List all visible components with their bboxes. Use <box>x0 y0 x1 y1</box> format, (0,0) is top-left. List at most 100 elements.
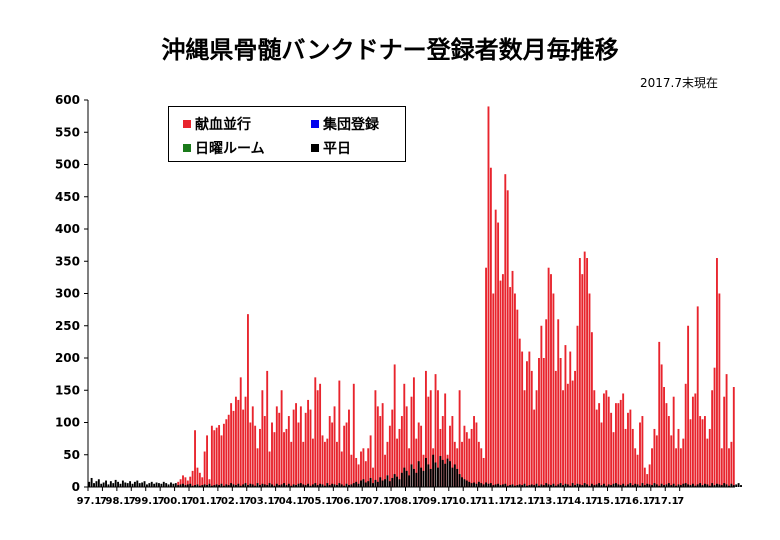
legend-swatch-nichiyo <box>183 144 191 152</box>
bar-heijitsu <box>186 484 189 487</box>
x-tick-label: 14.1 <box>567 496 592 507</box>
bar-heijitsu <box>162 481 165 487</box>
bar-heijitsu <box>271 484 273 487</box>
bar-kenketsu <box>290 441 293 487</box>
bar-heijitsu <box>374 479 377 487</box>
bar-heijitsu <box>677 484 680 487</box>
x-tick-label: 05.1 <box>308 496 333 507</box>
bar-kenketsu <box>420 425 423 487</box>
bar-heijitsu <box>444 463 447 487</box>
bar-heijitsu <box>295 485 297 487</box>
bar-kenketsu <box>381 403 384 487</box>
bar-kenketsu <box>552 293 555 487</box>
bar-kenketsu <box>612 432 615 487</box>
bar-kenketsu <box>234 396 237 487</box>
bar-heijitsu <box>141 482 144 487</box>
bar-heijitsu <box>307 483 310 487</box>
bar-kenketsu <box>222 423 225 487</box>
bar-kenketsu <box>189 476 192 487</box>
bar-kenketsu <box>326 438 329 488</box>
bar-heijitsu <box>417 461 420 487</box>
bar-kenketsu <box>444 393 447 487</box>
bar-heijitsu <box>523 483 526 487</box>
y-tick-label: 350 <box>55 254 80 268</box>
bar-heijitsu <box>629 483 632 487</box>
bar-heijitsu <box>124 482 127 487</box>
bar-kenketsu <box>682 438 685 488</box>
bar-heijitsu <box>542 485 545 487</box>
bar-heijitsu <box>437 467 439 487</box>
bar-kenketsu <box>412 377 415 487</box>
bar-kenketsu <box>410 396 413 487</box>
bar-kenketsu <box>184 477 187 487</box>
bar-heijitsu <box>660 483 663 487</box>
bar-heijitsu <box>482 484 485 487</box>
bar-heijitsu <box>610 485 613 487</box>
x-tick-label: 06.1 <box>336 496 361 507</box>
bar-heijitsu <box>545 483 548 487</box>
bar-heijitsu <box>675 485 678 487</box>
x-tick-label: 7 <box>187 496 194 507</box>
bar-heijitsu <box>439 456 442 487</box>
bar-heijitsu <box>679 485 682 487</box>
bar-heijitsu <box>119 483 122 487</box>
bar-heijitsu <box>102 482 105 487</box>
bar-kenketsu <box>646 474 649 487</box>
bar-kenketsu <box>408 448 411 487</box>
bar-heijitsu <box>473 482 475 487</box>
bar-heijitsu <box>155 482 158 487</box>
bar-kenketsu <box>299 406 302 488</box>
bar-kenketsu <box>333 406 336 488</box>
x-tick-label: 7 <box>562 496 569 507</box>
bar-kenketsu <box>653 428 656 487</box>
bar-kenketsu <box>492 293 495 487</box>
bar-heijitsu <box>590 483 593 487</box>
bar-kenketsu <box>588 293 591 487</box>
bar-heijitsu <box>136 480 139 487</box>
bar-heijitsu <box>711 483 714 487</box>
bar-heijitsu <box>446 458 449 487</box>
bar-kenketsu <box>304 412 307 487</box>
bar-heijitsu <box>456 468 459 487</box>
y-tick-label: 100 <box>55 416 80 430</box>
bar-kenketsu <box>302 441 305 487</box>
bar-kenketsu <box>550 274 552 487</box>
bar-heijitsu <box>336 485 338 487</box>
bar-heijitsu <box>477 481 480 487</box>
bar-kenketsu <box>311 438 314 488</box>
bar-heijitsu <box>360 480 362 487</box>
bar-kenketsu <box>186 480 189 487</box>
bar-heijitsu <box>552 483 555 487</box>
bar-kenketsu <box>268 451 271 487</box>
bar-kenketsu <box>470 428 473 487</box>
bar-heijitsu <box>381 480 384 487</box>
bar-heijitsu <box>348 485 350 487</box>
legend: 献血並行 集団登録 日曜ルーム 平日 <box>168 106 406 162</box>
bar-heijitsu <box>170 482 172 487</box>
bar-kenketsu <box>343 425 346 487</box>
bar-kenketsu <box>215 427 218 487</box>
bar-heijitsu <box>165 483 168 487</box>
bar-heijitsu <box>424 457 427 487</box>
bar-kenketsu <box>658 341 661 488</box>
legend-label-heijitsu: 平日 <box>323 141 351 157</box>
bar-heijitsu <box>528 485 531 487</box>
bar-heijitsu <box>369 477 372 487</box>
bar-heijitsu <box>562 485 564 487</box>
legend-swatch-kenketsu <box>183 120 191 128</box>
bar-kenketsu <box>499 280 502 487</box>
bar-heijitsu <box>427 464 430 487</box>
x-tick-label: 99.1 <box>134 496 159 507</box>
bar-kenketsu <box>468 438 471 488</box>
bar-kenketsu <box>473 416 475 487</box>
bar-heijitsu <box>283 483 285 487</box>
bar-heijitsu <box>730 483 733 487</box>
bar-kenketsu <box>427 396 430 487</box>
bar-heijitsu <box>408 475 411 487</box>
x-tick-label: 00.1 <box>163 496 188 507</box>
bar-kenketsu <box>357 464 360 487</box>
bar-kenketsu <box>593 390 596 487</box>
bar-kenketsu <box>372 467 374 487</box>
bar-kenketsu <box>732 387 735 487</box>
bar-heijitsu <box>432 454 435 487</box>
